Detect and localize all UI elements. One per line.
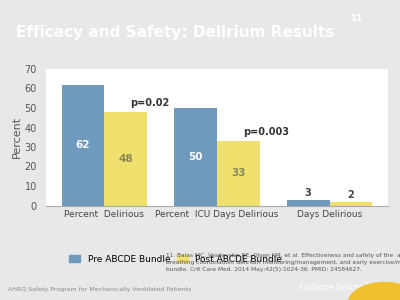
Bar (330, 202, 372, 206)
Text: Evidence Behind PAD  22: Evidence Behind PAD 22 (300, 283, 395, 292)
Text: 3: 3 (305, 188, 312, 198)
Bar (104, 112, 147, 206)
Text: 2: 2 (348, 190, 354, 200)
Text: p=0.02: p=0.02 (130, 98, 170, 108)
Text: 11: 11 (350, 14, 362, 23)
Text: 11. Balas MC, Vasilevskis EE, Olsen KM, et al. Effectiveness and safety of the  : 11. Balas MC, Vasilevskis EE, Olsen KM, … (166, 254, 400, 272)
Text: Efficacy and Safety: Delirium Results: Efficacy and Safety: Delirium Results (16, 26, 334, 40)
Legend: Pre ABCDE Bundle, Post ABCDE Bundle: Pre ABCDE Bundle, Post ABCDE Bundle (66, 251, 286, 267)
Text: p=0.003: p=0.003 (243, 127, 289, 137)
Bar (287, 200, 330, 206)
Bar (174, 108, 217, 206)
Bar (62, 85, 104, 206)
Text: 50: 50 (188, 152, 203, 162)
Bar (217, 141, 260, 206)
Text: AHRQ Safety Program for Mechanically Ventilated Patients: AHRQ Safety Program for Mechanically Ven… (8, 286, 191, 292)
Text: 48: 48 (118, 154, 133, 164)
Ellipse shape (348, 283, 400, 300)
Text: 62: 62 (76, 140, 90, 150)
Text: 33: 33 (231, 168, 246, 178)
Y-axis label: Percent: Percent (12, 116, 22, 158)
